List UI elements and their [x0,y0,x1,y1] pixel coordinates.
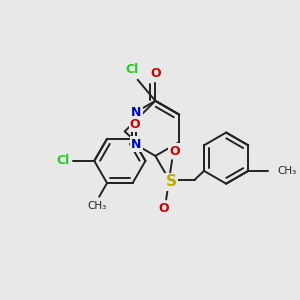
Text: O: O [130,118,140,130]
Text: N: N [131,138,142,151]
Text: N: N [131,106,142,119]
Text: CH₃: CH₃ [278,166,297,176]
Text: Cl: Cl [56,154,69,167]
Text: O: O [170,145,180,158]
Text: O: O [158,202,169,215]
Text: S: S [166,174,177,189]
Text: O: O [150,67,161,80]
Text: Cl: Cl [125,63,138,76]
Text: CH₃: CH₃ [88,200,107,211]
